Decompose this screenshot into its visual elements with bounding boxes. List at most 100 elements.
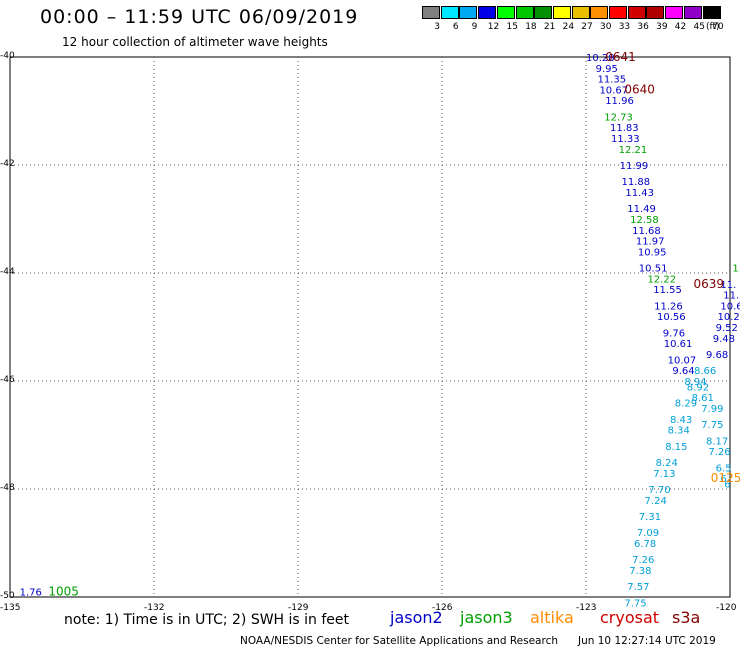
wave-height-label: 9.68 bbox=[706, 350, 728, 361]
colorbar-swatch bbox=[440, 6, 459, 19]
x-tick-label: -135 bbox=[0, 603, 21, 613]
wave-height-label: 8.61 bbox=[692, 393, 714, 404]
wave-height-label: 8.66 bbox=[694, 366, 716, 377]
x-tick-label: -123 bbox=[576, 603, 597, 613]
colorbar-swatch bbox=[571, 6, 590, 19]
colorbar-label: 6 bbox=[452, 22, 459, 32]
footer-timestamp: Jun 10 12:27:14 UTC 2019 bbox=[578, 635, 716, 647]
colorbar-swatch bbox=[590, 6, 609, 19]
colorbar-label: 12 bbox=[487, 22, 500, 32]
y-tick-label: -50 bbox=[0, 591, 15, 601]
wave-height-label: 8.34 bbox=[668, 426, 690, 437]
wave-height-label: 7.75 bbox=[624, 598, 646, 609]
y-tick-label: -40 bbox=[0, 51, 15, 61]
wave-height-label: 10.56 bbox=[657, 312, 686, 323]
wave-height-label: 7.70 bbox=[648, 485, 670, 496]
wave-height-label: 11.49 bbox=[627, 204, 656, 215]
wave-height-label: 11.96 bbox=[605, 96, 634, 107]
wave-height-label: 10.61 bbox=[664, 339, 693, 350]
colorbar-swatch bbox=[534, 6, 553, 19]
wave-height-label: 10.51 bbox=[639, 264, 668, 275]
wave-height-label: 12.22 bbox=[647, 274, 676, 285]
colorbar-swatch bbox=[627, 6, 646, 19]
wave-height-label: 7.26 bbox=[708, 447, 730, 458]
wave-height-label: 11.88 bbox=[622, 177, 651, 188]
x-tick-label: -120 bbox=[716, 603, 737, 613]
colorbar-swatch bbox=[665, 6, 684, 19]
colorbar-label: 45 bbox=[693, 22, 705, 32]
wave-height-label: 7.75 bbox=[701, 420, 723, 431]
colorbar-swatch bbox=[683, 6, 702, 19]
colorbar-swatch bbox=[515, 6, 534, 19]
colorbar-label: 33 bbox=[618, 22, 631, 32]
wave-height-label: 7.13 bbox=[653, 469, 675, 480]
wave-height-label: 11.68 bbox=[632, 226, 661, 237]
wave-height-label: 11.26 bbox=[654, 301, 683, 312]
wave-height-label: 0125 bbox=[711, 471, 740, 485]
wave-height-label: 8.92 bbox=[687, 382, 709, 393]
wave-height-label: 6.5 bbox=[716, 463, 732, 474]
legend-cryosat: cryosat bbox=[600, 608, 660, 627]
wave-height-label: 7.26 bbox=[632, 555, 654, 566]
y-tick-label: -48 bbox=[0, 483, 15, 493]
wave-height-label: 11.35 bbox=[598, 75, 627, 86]
wave-height-label: 7.57 bbox=[627, 582, 649, 593]
colorbar-swatch bbox=[646, 6, 665, 19]
wave-height-label: 0641 bbox=[605, 50, 636, 64]
wave-height-label: 6 bbox=[724, 480, 730, 491]
colorbar-label: 39 bbox=[656, 22, 668, 32]
wave-height-label: 0640 bbox=[624, 82, 655, 96]
wave-height-label: 12.21 bbox=[619, 145, 648, 156]
footer-credit: NOAA/NESDIS Center for Satellite Applica… bbox=[240, 635, 558, 647]
wave-height-label: 7.24 bbox=[645, 496, 667, 507]
colorbar-swatch bbox=[422, 6, 440, 19]
wave-height-label: 10.07 bbox=[668, 355, 697, 366]
colorbar-label: 30 bbox=[600, 22, 612, 32]
colorbar-label: 27 bbox=[581, 22, 593, 32]
wave-height-label: 8.17 bbox=[706, 436, 728, 447]
wave-height-label: 9.64 bbox=[672, 366, 694, 377]
wave-height-label: 9.95 bbox=[596, 64, 618, 75]
chart-title: 00:00 – 11:59 UTC 06/09/2019 bbox=[40, 6, 359, 28]
wave-height-label: 10.6 bbox=[720, 301, 740, 312]
colorbar-swatch bbox=[496, 6, 515, 19]
wave-height-label: 11.99 bbox=[620, 161, 649, 172]
colorbar-label: 9 bbox=[471, 22, 478, 32]
wave-height-label: 8.24 bbox=[656, 458, 678, 469]
wave-height-label: 11.33 bbox=[611, 134, 640, 145]
wave-height-label: 11. bbox=[720, 280, 736, 291]
colorbar-label: 36 bbox=[637, 22, 649, 32]
colorbar-label: 15 bbox=[506, 22, 518, 32]
plot-frame bbox=[9, 56, 731, 598]
wave-height-label: 6. bbox=[720, 474, 730, 485]
colorbar-label: 18 bbox=[525, 22, 537, 32]
wave-height-label: 9.76 bbox=[663, 328, 685, 339]
wave-height-label: 12.58 bbox=[630, 215, 659, 226]
wave-height-label: 8.94 bbox=[684, 377, 706, 388]
legend-jason2: jason2 bbox=[390, 608, 443, 627]
wave-height-label: 11.97 bbox=[636, 237, 665, 248]
x-tick-label: -129 bbox=[288, 603, 309, 613]
wave-height-label: 10.28 bbox=[586, 53, 615, 64]
wave-height-label: 11.83 bbox=[610, 123, 639, 134]
x-tick-label: -126 bbox=[432, 603, 453, 613]
wave-height-label: 1005 bbox=[48, 585, 79, 599]
colorbar-label: 70 bbox=[712, 22, 724, 32]
wave-height-label: 7.31 bbox=[639, 512, 661, 523]
footnote: note: 1) Time is in UTC; 2) SWH is in fe… bbox=[64, 612, 350, 628]
x-tick-label: -132 bbox=[144, 603, 165, 613]
y-tick-label: -42 bbox=[0, 159, 15, 169]
wave-height-label: 8.29 bbox=[675, 399, 697, 410]
wave-height-label: 10.2 bbox=[718, 312, 740, 323]
colorbar-label: 21 bbox=[543, 22, 556, 32]
y-tick-label: -46 bbox=[0, 375, 15, 385]
wave-height-label: 10.67 bbox=[599, 85, 628, 96]
chart-subtitle: 12 hour collection of altimeter wave hei… bbox=[62, 35, 328, 49]
wave-height-label: 7.38 bbox=[629, 566, 651, 577]
wave-height-label: 1.76 bbox=[20, 588, 42, 599]
wave-height-label: 11.43 bbox=[625, 188, 654, 199]
wave-height-label: 7.09 bbox=[637, 528, 659, 539]
legend-altika: altika bbox=[530, 608, 574, 627]
wave-height-label: 1. bbox=[732, 264, 740, 275]
